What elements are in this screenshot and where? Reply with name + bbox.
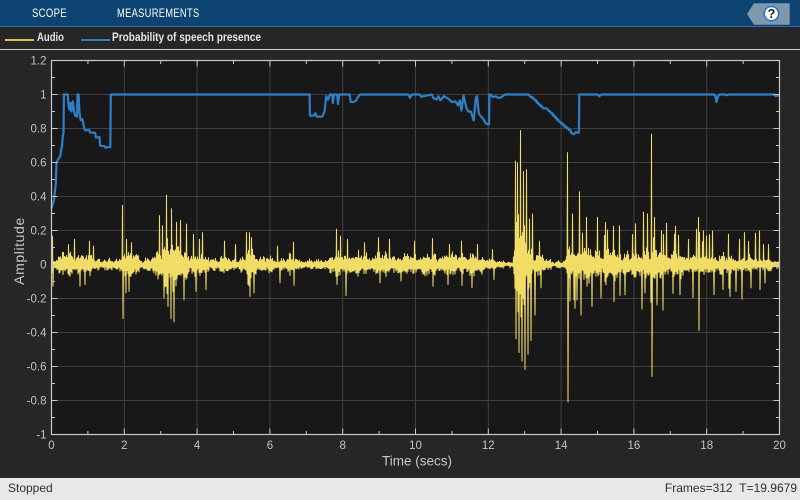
svg-text:0: 0	[40, 259, 46, 271]
svg-text:14: 14	[555, 440, 568, 452]
svg-text:-0.8: -0.8	[27, 395, 47, 407]
svg-text:6: 6	[267, 440, 273, 452]
svg-text:16: 16	[628, 440, 641, 452]
svg-text:2: 2	[121, 440, 127, 452]
svg-text:20: 20	[773, 440, 786, 452]
svg-text:12: 12	[482, 440, 495, 452]
svg-text:4: 4	[194, 440, 201, 452]
svg-text:1: 1	[40, 89, 46, 101]
svg-text:Time (secs): Time (secs)	[382, 454, 452, 469]
svg-text:-0.2: -0.2	[27, 293, 47, 305]
svg-text:-1: -1	[36, 429, 46, 441]
svg-text:0: 0	[48, 440, 54, 452]
svg-text:-0.6: -0.6	[27, 361, 47, 373]
svg-text:0.4: 0.4	[31, 191, 48, 203]
svg-text:?: ?	[768, 7, 776, 21]
svg-text:18: 18	[700, 440, 713, 452]
svg-text:10: 10	[409, 440, 422, 452]
svg-text:0.2: 0.2	[31, 225, 47, 237]
svg-text:0.6: 0.6	[31, 157, 47, 169]
svg-text:1.2: 1.2	[31, 55, 47, 67]
svg-text:-0.4: -0.4	[27, 327, 47, 339]
svg-text:0.8: 0.8	[31, 123, 47, 135]
svg-text:Amplitude: Amplitude	[11, 217, 27, 285]
svg-text:8: 8	[339, 440, 345, 452]
